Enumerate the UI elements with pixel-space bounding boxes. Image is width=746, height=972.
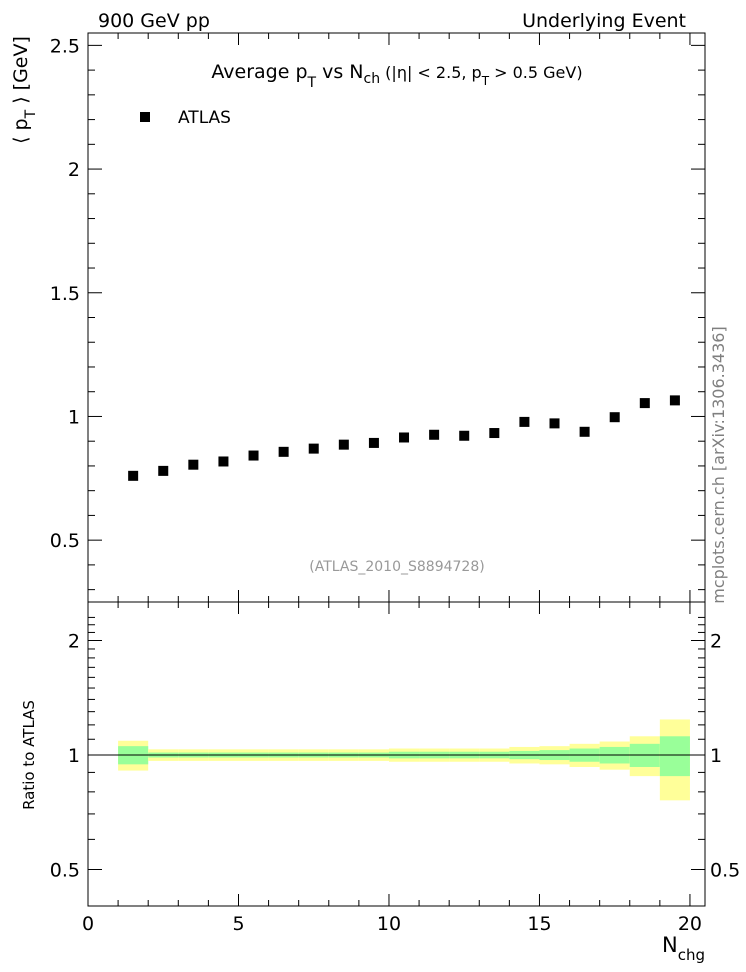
ratio-y-axis-label: Ratio to ATLAS [20,700,38,810]
ratio-y-tick-label-right: 1 [710,745,722,767]
y-tick-label: 1 [68,406,80,428]
y-tick-label: 0.5 [50,530,80,552]
title-sub-c: T [481,74,490,88]
title-part-d: > 0.5 GeV) [489,63,583,82]
y-tick-label: 1.5 [50,283,80,305]
data-markers [128,395,680,481]
data-point [218,456,229,467]
title-sub-b: ch [364,71,381,87]
ratio-y-tick-label-right: 0.5 [710,860,740,882]
data-point [609,412,620,423]
data-point [338,439,349,450]
data-point [278,446,289,457]
analysis-id: (ATLAS_2010_S8894728) [309,559,484,575]
data-point [308,443,319,454]
y-axis-label: ⟨ pT ⟩ [GeV] [10,36,39,144]
ratio-y-tick-label: 1 [68,745,80,767]
data-point [459,430,470,441]
title-part-b: vs N [316,61,363,83]
ratio-y-tick-label: 2 [68,631,80,653]
x-label-sub: chg [678,946,705,964]
x-tick-label: 15 [527,913,551,935]
title-part-c: (|η| < 2.5, p [380,63,482,82]
data-point [399,432,410,443]
data-point [639,398,650,409]
data-point [489,428,500,439]
data-point [248,450,259,461]
y-label-part-b: ⟩ [GeV] [10,36,32,110]
x-tick-label: 10 [377,913,401,935]
chart-title: Average pT vs Nch (|η| < 2.5, pT > 0.5 G… [211,61,582,91]
data-point [429,429,440,440]
tick-labels: 0 5 10 15 20 0.5 1 1.5 2 2.5 0.5 0.5 1 1 2 2 [50,35,740,935]
y-tick-label: 2.5 [50,35,80,57]
data-point [669,395,680,406]
x-tick-label: 5 [232,913,244,935]
legend-marker [140,112,150,122]
data-point [549,418,560,429]
x-tick-label: 0 [82,913,94,935]
title-part-a: Average p [211,61,307,83]
x-axis-label: Nchg [662,933,705,964]
x-tick-label: 20 [678,913,702,935]
y-label-sub: T [23,109,39,119]
data-point [579,426,590,437]
y-label-part-a: ⟨ p [10,118,32,144]
ratio-y-tick-label-right: 2 [710,631,722,653]
title-sub-a: T [307,75,317,91]
legend-label: ATLAS [178,108,231,128]
ratio-bands [118,719,690,801]
ratio-panel-frame [87,601,706,907]
header-left: 900 GeV pp [98,10,210,32]
axis-ticks [87,33,705,906]
data-point [519,416,530,427]
data-point [188,459,199,470]
x-label-part-a: N [662,933,678,957]
y-tick-label: 2 [68,159,80,181]
data-point [368,437,379,448]
side-label: mcplots.cern.ch [arXiv:1306.3436] [709,326,728,603]
data-point [158,465,169,476]
header-right: Underlying Event [522,10,686,32]
ratio-y-tick-label: 0.5 [50,860,80,882]
data-point [128,470,139,481]
ratio-stat-band [659,736,690,777]
